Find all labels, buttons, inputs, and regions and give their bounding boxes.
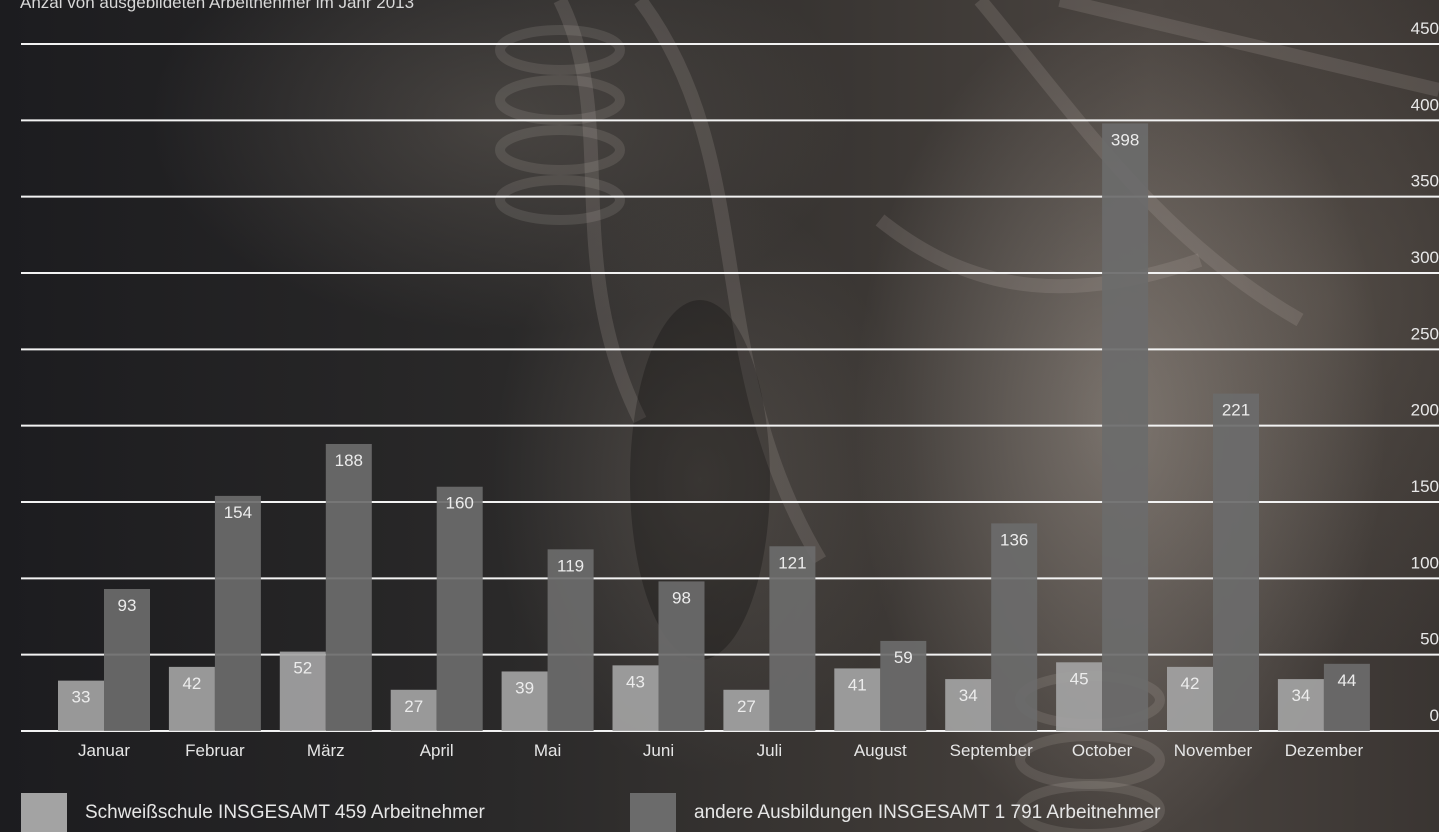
bar-andere-februar (214, 495, 261, 731)
bar-value-label: 121 (778, 553, 806, 572)
bar-value-label: 42 (182, 674, 201, 693)
x-tick-label: Juni (643, 741, 674, 760)
bar-value-label: 119 (557, 556, 584, 575)
y-tick-label: 300 (1411, 248, 1439, 267)
x-tick-label: Februar (185, 741, 245, 760)
y-tick-label: 150 (1411, 477, 1439, 496)
x-tick-label: Mai (534, 741, 561, 760)
bar-value-label: 33 (72, 688, 91, 707)
x-tick-label: März (307, 741, 345, 760)
bar-value-label: 93 (118, 596, 137, 615)
bar-schweissschule-februar (168, 666, 215, 731)
y-tick-label: 250 (1411, 324, 1439, 343)
bar-value-label: 41 (848, 675, 867, 694)
y-tick-label: 0 (1430, 706, 1439, 725)
bar-schweissschule-august (834, 668, 881, 731)
y-tick-label: 450 (1411, 19, 1439, 38)
bar-schweissschule-november (1167, 666, 1213, 731)
bar-schweissschule-juli (723, 689, 770, 731)
bar-schweissschule-october (1056, 662, 1103, 731)
legend-swatch-2 (630, 793, 676, 832)
x-tick-label: Januar (78, 741, 130, 760)
x-tick-label: April (420, 741, 454, 760)
bar-andere-dezember (1323, 663, 1370, 731)
legend-label-1: Schweißschule INSGESAMT 459 Arbeitnehmer (85, 801, 485, 823)
bar-value-label: 34 (959, 686, 978, 705)
bar-value-label: 154 (224, 503, 252, 522)
bar-andere-april (436, 486, 483, 731)
legend-item-1: Schweißschule INSGESAMT 459 Arbeitnehmer (21, 793, 485, 832)
bar-value-label: 398 (1111, 130, 1139, 149)
x-tick-label: Dezember (1285, 741, 1364, 760)
bar-schweissschule-dezember (1277, 679, 1324, 731)
bar-value-label: 39 (515, 678, 534, 697)
bar-andere-märz (325, 443, 372, 731)
bar-schweissschule-april (390, 689, 437, 731)
bar-andere-januar (104, 589, 150, 731)
x-tick-label: October (1072, 741, 1133, 760)
legend-swatch-1 (21, 793, 67, 832)
bar-value-label: 160 (446, 494, 474, 513)
bar-schweissschule-mai (501, 671, 548, 731)
bar-andere-october (1102, 123, 1149, 732)
y-tick-label: 200 (1411, 401, 1439, 420)
bar-andere-juli (769, 546, 816, 731)
x-tick-label: November (1174, 741, 1253, 760)
bar-andere-november (1213, 393, 1259, 731)
bar-andere-september (991, 523, 1038, 731)
bar-value-label: 27 (404, 697, 423, 716)
bar-value-label: 52 (293, 659, 312, 678)
bar-value-label: 43 (626, 672, 645, 691)
bars: 33 93 42 154 52 188 27 160 39 119 43 98 27 121 41 59 34 1… (58, 123, 1370, 732)
y-tick-label: 350 (1411, 172, 1439, 191)
bar-andere-august (880, 640, 927, 731)
bar-schweissschule-juni (612, 665, 659, 731)
bar-value-label: 59 (894, 648, 913, 667)
x-tick-label: September (950, 741, 1033, 760)
x-tick-label: Juli (757, 741, 783, 760)
bar-andere-juni (658, 581, 705, 731)
bar-schweissschule-september (945, 679, 992, 731)
bar-value-label: 221 (1222, 401, 1250, 420)
bar-value-label: 27 (737, 697, 756, 716)
bar-value-label: 136 (1000, 530, 1028, 549)
bar-schweissschule-märz (279, 651, 326, 731)
bar-value-label: 188 (335, 451, 363, 470)
x-axis-labels: Januar Februar März April Mai Juni Juli August S… (78, 741, 1363, 760)
legend-label-2: andere Ausbildungen INSGESAMT 1 791 Arbe… (694, 801, 1161, 823)
bar-value-label: 34 (1291, 686, 1310, 705)
bar-value-label: 42 (1181, 674, 1200, 693)
y-axis-ticks: 0 50 100 150 200 250 300 350 400 450 (1411, 19, 1439, 725)
bar-value-label: 98 (672, 588, 691, 607)
bar-value-label: 44 (1337, 671, 1356, 690)
bar-schweissschule-januar (58, 680, 104, 731)
y-tick-label: 100 (1411, 553, 1439, 572)
y-tick-label: 400 (1411, 95, 1439, 114)
bar-value-label: 45 (1070, 669, 1089, 688)
y-tick-label: 50 (1420, 630, 1439, 649)
legend-item-2: andere Ausbildungen INSGESAMT 1 791 Arbe… (630, 793, 1161, 832)
chart-subtitle: Anzal von ausgebildeten Arbeitnehmer im … (20, 0, 415, 12)
x-tick-label: August (854, 741, 907, 760)
bar-andere-mai (547, 549, 594, 731)
